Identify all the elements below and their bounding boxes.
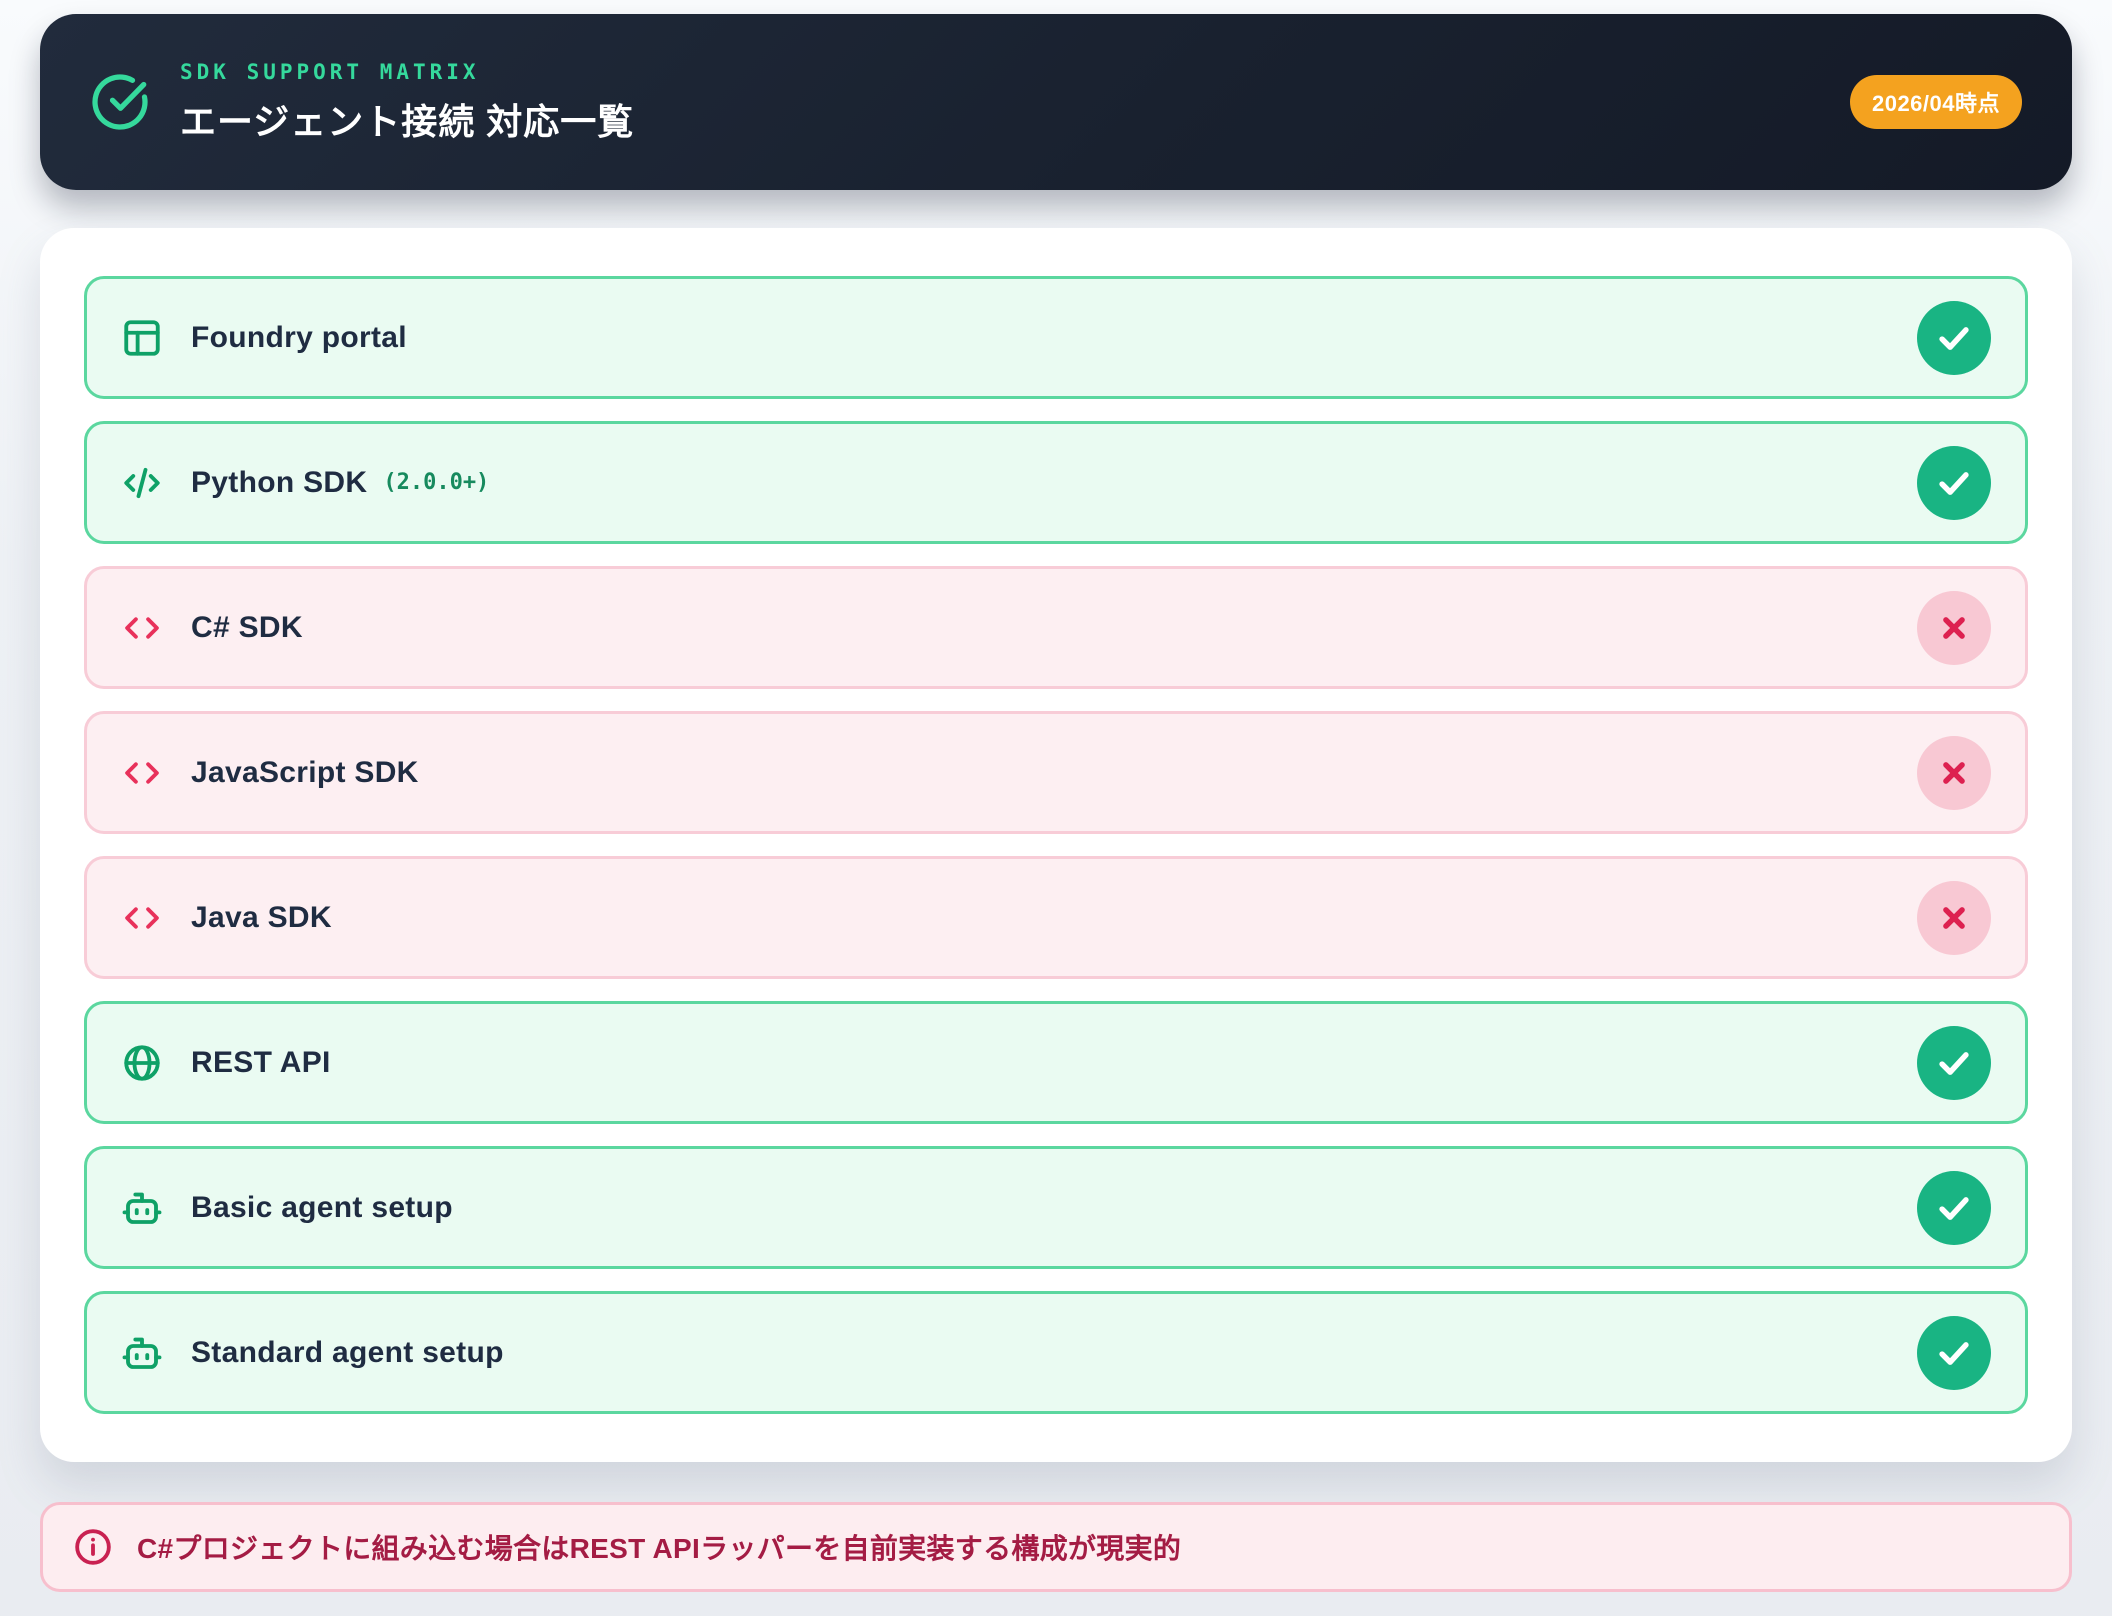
matrix-row: C# SDK — [84, 566, 2028, 689]
robot-icon — [121, 1332, 163, 1374]
robot-icon — [121, 1187, 163, 1229]
supported-check-icon — [1917, 1315, 1991, 1390]
matrix-row: Python SDK (2.0.0+) — [84, 421, 2028, 544]
row-label: C# SDK — [191, 610, 303, 644]
brackets-icon — [121, 752, 163, 794]
supported-check-icon — [1917, 1170, 1991, 1245]
matrix-card: Foundry portal Python SDK (2.0.0+) C# SD… — [40, 228, 2072, 1462]
code-icon — [121, 462, 163, 504]
matrix-row: Foundry portal — [84, 276, 2028, 399]
date-badge: 2026/04時点 — [1849, 75, 2022, 129]
unsupported-cross-icon — [1917, 590, 1991, 665]
matrix-row: Java SDK — [84, 856, 2028, 979]
row-version: (2.0.0+) — [383, 470, 490, 495]
matrix-list: Foundry portal Python SDK (2.0.0+) C# SD… — [84, 276, 2028, 1414]
row-label: REST API — [191, 1045, 331, 1079]
unsupported-cross-icon — [1917, 880, 1991, 955]
row-label: Basic agent setup — [191, 1190, 453, 1224]
globe-icon — [121, 1042, 163, 1084]
header-eyebrow: SDK SUPPORT MATRIX — [180, 59, 480, 84]
layout-icon — [121, 317, 163, 359]
footnote-bar: C#プロジェクトに組み込む場合はREST APIラッパーを自前実装する構成が現実… — [40, 1502, 2072, 1592]
row-label: Standard agent setup — [191, 1335, 504, 1369]
matrix-row: Standard agent setup — [84, 1291, 2028, 1414]
unsupported-cross-icon — [1917, 735, 1991, 810]
header-text: SDK SUPPORT MATRIX エージェント接続 対応一覧 — [180, 60, 634, 145]
matrix-row: REST API — [84, 1001, 2028, 1124]
supported-check-icon — [1917, 1025, 1991, 1100]
brackets-icon — [121, 897, 163, 939]
row-label: Python SDK — [191, 465, 368, 499]
supported-check-icon — [1917, 300, 1991, 375]
row-label: JavaScript SDK — [191, 755, 419, 789]
row-label: Foundry portal — [191, 320, 407, 354]
check-circle-icon — [90, 72, 150, 132]
page-title: エージェント接続 対応一覧 — [180, 100, 635, 142]
brackets-icon — [121, 607, 163, 649]
row-label: Java SDK — [191, 900, 332, 934]
header-banner: SDK SUPPORT MATRIX エージェント接続 対応一覧 2026/04… — [40, 14, 2072, 190]
footnote-text: C#プロジェクトに組み込む場合はREST APIラッパーを自前実装する構成が現実… — [137, 1533, 1182, 1564]
info-icon — [73, 1527, 113, 1567]
matrix-row: JavaScript SDK — [84, 711, 2028, 834]
matrix-row: Basic agent setup — [84, 1146, 2028, 1269]
supported-check-icon — [1917, 445, 1991, 520]
